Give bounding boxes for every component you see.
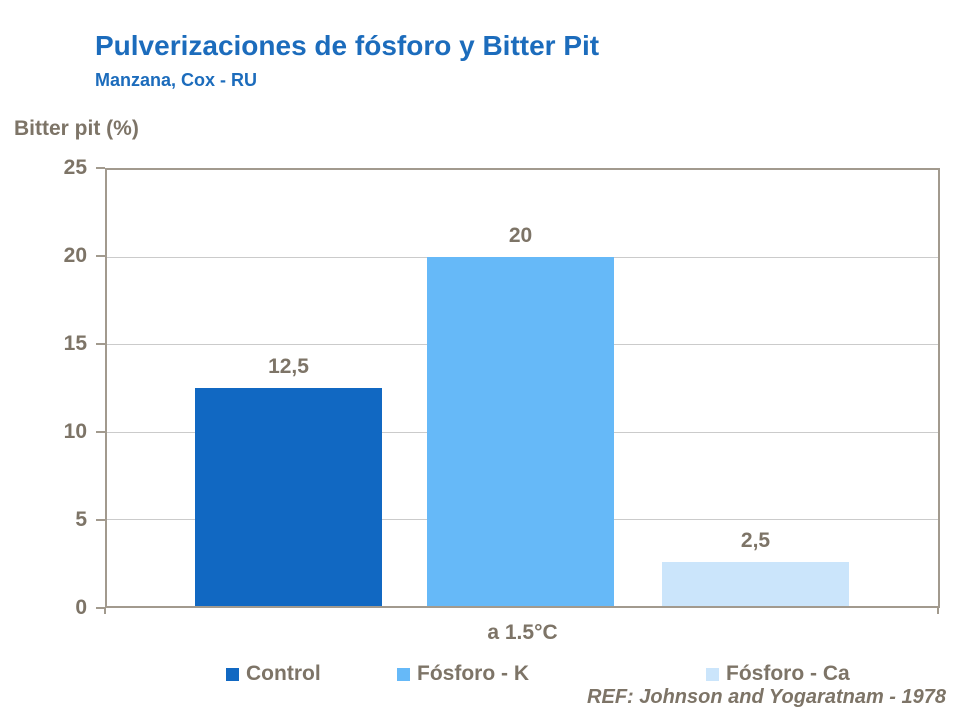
- y-axis-title: Bitter pit (%): [14, 117, 139, 140]
- bar-f-sforo-ca: [662, 562, 849, 606]
- y-tick-label: 15: [63, 332, 87, 355]
- y-axis: 0 5 10 15 20 25: [0, 156, 105, 619]
- plot-area: 12,5 20 2,5: [105, 168, 940, 608]
- legend-label: Fósforo - Ca: [726, 662, 850, 685]
- bar-value-label: 12,5: [268, 355, 309, 378]
- y-tick-label: 10: [63, 420, 87, 443]
- legend-label: Fósforo - K: [417, 662, 529, 685]
- bar-control: [195, 388, 382, 606]
- bar-value-label: 2,5: [740, 529, 771, 553]
- legend-item-f-sforo-ca: Fósforo - Ca: [706, 662, 850, 686]
- chart-title: Pulverizaciones de fósforo y Bitter Pit: [95, 30, 600, 61]
- y-tick-label: 25: [63, 156, 87, 179]
- chart-subtitle: Manzana, Cox - RU: [95, 70, 258, 90]
- y-tick-mark: [96, 343, 105, 345]
- bar-value-label: 20: [508, 224, 533, 248]
- legend-swatch-icon: [706, 667, 719, 681]
- y-tick-mark: [96, 607, 105, 609]
- x-axis-end-tick: [937, 607, 939, 614]
- y-tick-label: 20: [63, 244, 87, 267]
- x-category-label: a 1.5°C: [487, 621, 558, 644]
- y-tick-label: 5: [75, 508, 87, 531]
- y-tick-mark: [96, 431, 105, 433]
- y-tick-mark: [96, 167, 105, 169]
- bar-f-sforo-k: [427, 257, 614, 606]
- x-axis-end-tick: [104, 607, 106, 614]
- legend-label: Control: [246, 662, 321, 685]
- legend-swatch-icon: [397, 667, 410, 681]
- legend-item-f-sforo-k: Fósforo - K: [397, 662, 529, 686]
- legend-item-control: Control: [226, 662, 321, 686]
- reference-note: REF: Johnson and Yogaratnam - 1978: [587, 686, 946, 708]
- legend-swatch-icon: [226, 667, 239, 681]
- legend: Control Fósforo - K Fósforo - Ca: [0, 662, 960, 690]
- y-tick-mark: [96, 519, 105, 521]
- y-tick-label: 0: [75, 596, 87, 619]
- y-tick-mark: [96, 255, 105, 257]
